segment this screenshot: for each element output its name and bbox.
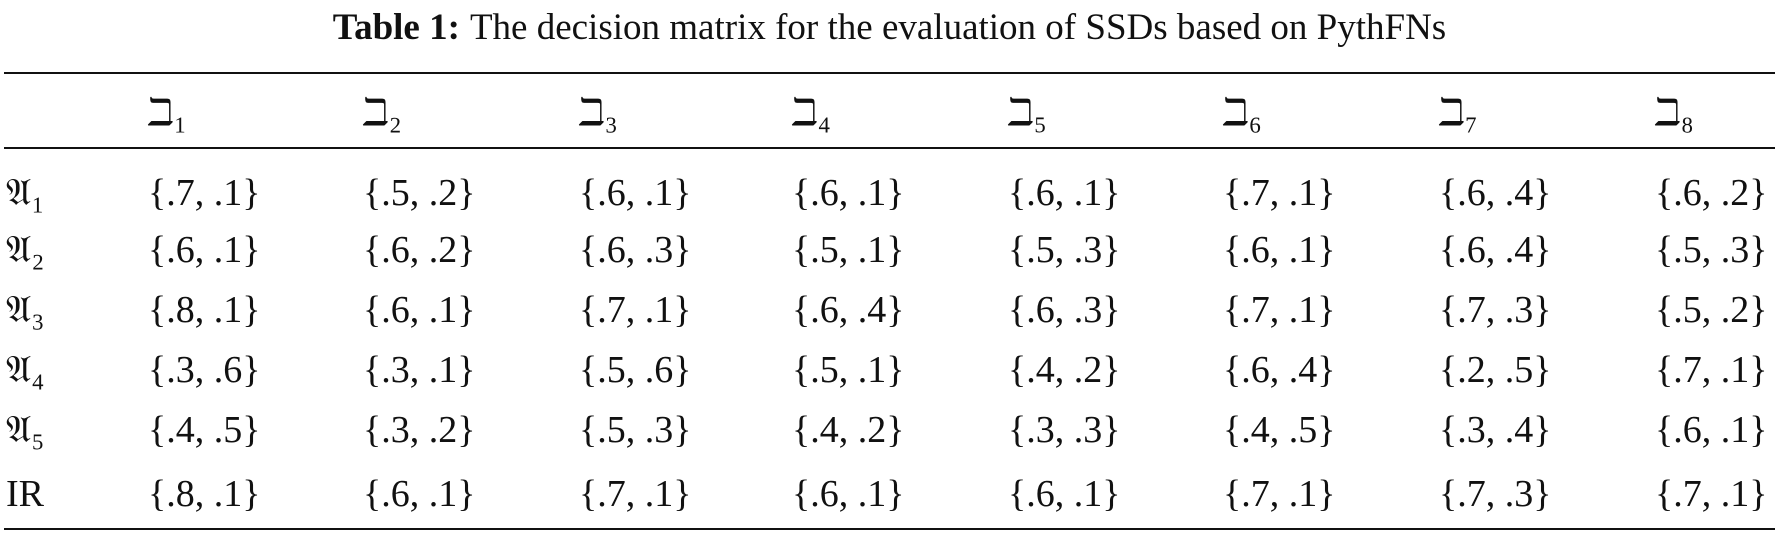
- cell: {.6, .1}: [792, 473, 905, 515]
- cell: {.3, .3}: [1008, 409, 1121, 451]
- cell: {.6, .1}: [1223, 229, 1336, 271]
- cell: {.3, .1}: [363, 349, 476, 391]
- cell: {.5, .2}: [363, 172, 476, 214]
- cell: {.6, .1}: [148, 229, 261, 271]
- cell: {.7, .1}: [148, 172, 261, 214]
- cell: {.6, .1}: [363, 473, 476, 515]
- cell: {.5, .2}: [1655, 289, 1768, 331]
- cell: {.6, .1}: [363, 289, 476, 331]
- cell: {.3, .4}: [1439, 409, 1552, 451]
- cell: {.6, .2}: [1655, 172, 1768, 214]
- header-rule: [4, 147, 1775, 149]
- column-header: ℶ₂: [363, 92, 402, 134]
- cell: {.6, .3}: [579, 229, 692, 271]
- cell: {.6, .2}: [363, 229, 476, 271]
- row-label: 𝔄₂: [6, 229, 45, 271]
- column-header: ℶ₇: [1439, 92, 1478, 134]
- cell: {.7, .3}: [1439, 473, 1552, 515]
- cell: {.6, .1}: [1008, 172, 1121, 214]
- cell: {.6, .3}: [1008, 289, 1121, 331]
- cell: {.6, .4}: [1439, 229, 1552, 271]
- row-label: 𝔄₁: [6, 172, 45, 214]
- column-header: ℶ₁: [148, 92, 187, 134]
- bottom-rule: [4, 528, 1775, 530]
- cell: {.5, .3}: [1008, 229, 1121, 271]
- cell: {.5, .3}: [1655, 229, 1768, 271]
- cell: {.8, .1}: [148, 473, 261, 515]
- cell: {.6, .1}: [1655, 409, 1768, 451]
- cell: {.7, .1}: [1223, 289, 1336, 331]
- cell: {.5, .1}: [792, 349, 905, 391]
- cell: {.6, .1}: [792, 172, 905, 214]
- cell: {.4, .5}: [1223, 409, 1336, 451]
- cell: {.4, .2}: [792, 409, 905, 451]
- column-header: ℶ₃: [579, 92, 618, 134]
- cell: {.5, .6}: [579, 349, 692, 391]
- cell: {.7, .1}: [579, 289, 692, 331]
- caption-text: The decision matrix for the evaluation o…: [469, 7, 1447, 48]
- cell: {.5, .3}: [579, 409, 692, 451]
- cell: {.6, .1}: [1008, 473, 1121, 515]
- row-label: 𝔄₅: [6, 409, 45, 451]
- column-header: ℶ₆: [1223, 92, 1262, 134]
- cell: {.4, .2}: [1008, 349, 1121, 391]
- cell: {.6, .4}: [1439, 172, 1552, 214]
- column-header: ℶ₄: [792, 92, 831, 134]
- caption-label: Table 1:: [332, 7, 460, 48]
- cell: {.7, .1}: [579, 473, 692, 515]
- cell: {.7, .1}: [1655, 349, 1768, 391]
- cell: {.4, .5}: [148, 409, 261, 451]
- table-caption: Table 1: The decision matrix for the eval…: [0, 6, 1779, 49]
- row-label: 𝔄₃: [6, 289, 45, 331]
- cell: {.6, .4}: [1223, 349, 1336, 391]
- column-header: ℶ₅: [1008, 92, 1047, 134]
- row-label: IR: [6, 473, 44, 515]
- top-rule: [4, 72, 1775, 74]
- cell: {.7, .1}: [1655, 473, 1768, 515]
- cell: {.7, .1}: [1223, 473, 1336, 515]
- cell: {.6, .1}: [579, 172, 692, 214]
- cell: {.2, .5}: [1439, 349, 1552, 391]
- cell: {.7, .1}: [1223, 172, 1336, 214]
- cell: {.3, .2}: [363, 409, 476, 451]
- cell: {.8, .1}: [148, 289, 261, 331]
- row-label: 𝔄₄: [6, 349, 45, 391]
- cell: {.7, .3}: [1439, 289, 1552, 331]
- cell: {.5, .1}: [792, 229, 905, 271]
- cell: {.3, .6}: [148, 349, 261, 391]
- column-header: ℶ₈: [1655, 92, 1694, 134]
- cell: {.6, .4}: [792, 289, 905, 331]
